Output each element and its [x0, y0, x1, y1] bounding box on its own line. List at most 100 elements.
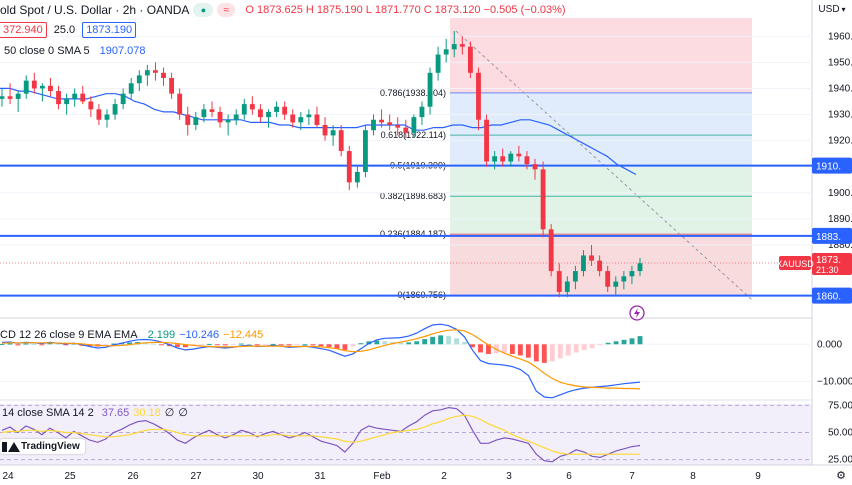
candle-body [330, 130, 336, 136]
candle-body [217, 111, 223, 123]
candle-body [306, 114, 312, 118]
time-tick-label: 25 [64, 471, 76, 482]
candle-body [48, 85, 53, 92]
macd-histogram-bar [565, 344, 571, 356]
candle-body [451, 44, 457, 50]
legend-status-icon[interactable]: ● [193, 3, 214, 17]
macd-histogram-bar [422, 339, 428, 345]
symbol-legend: old Spot / U.S. Dollar · 2h · OANDA ● ≈ … [0, 3, 566, 17]
currency-selector[interactable]: USD ▾ [812, 1, 852, 17]
macd-histogram-bar [7, 343, 13, 345]
macd-histogram-bar [430, 336, 436, 345]
macd-histogram-bar [502, 344, 507, 353]
candle-body [161, 72, 166, 79]
symbol-title[interactable]: old Spot / U.S. Dollar · 2h · OANDA [0, 3, 190, 17]
macd-histogram-bar [222, 344, 228, 346]
rsi-ma-line [1, 414, 640, 455]
low-label: L [365, 4, 372, 16]
countdown-label: 21:30 [816, 265, 839, 275]
macd-histogram-bar [613, 341, 619, 345]
candle-body [362, 130, 368, 172]
candle-body [120, 93, 126, 105]
macd-histogram-bar [23, 343, 29, 345]
candle-body [23, 80, 29, 94]
candle-body [540, 169, 546, 230]
candle-body [476, 72, 481, 120]
macd-histogram-bar [334, 344, 340, 349]
candle-body [209, 109, 215, 112]
macd-histogram-bar [486, 344, 491, 354]
rsi-value: 37.65 [101, 406, 130, 419]
candle-body [371, 119, 376, 131]
rsi-empty-1: ∅ [164, 407, 175, 419]
macd-histogram-bar [159, 344, 164, 346]
chevron-down-icon: ▾ [841, 4, 846, 14]
candle-body [274, 106, 280, 112]
time-tick-label: 6 [566, 471, 572, 482]
candle-body [459, 44, 465, 47]
candle-body [0, 96, 5, 99]
macd-histogram-bar [557, 344, 563, 359]
macd-legend[interactable]: CD 12 26 close 9 EMA EMA 2.199 −10.246 −… [0, 329, 263, 341]
sma-label: 50 close 0 SMA 5 [4, 45, 90, 57]
fib-zone [450, 196, 752, 235]
candle-body [266, 111, 271, 118]
candle-body [532, 164, 538, 170]
candle-body [629, 271, 635, 277]
price-tick-label: 1920.000 [828, 136, 852, 147]
macd-histogram-bar [63, 344, 69, 346]
level-price-tag [812, 157, 852, 174]
trade-buttons: 372.940 25.0 1873.190 [0, 22, 137, 38]
macd-histogram-bar [39, 344, 45, 346]
currency-label: USD [818, 3, 840, 15]
candle-body [258, 109, 263, 118]
rsi-band-background [0, 404, 812, 465]
time-tick-label: 31 [314, 471, 326, 482]
macd-signal-value: −12.445 [223, 329, 264, 341]
macd-histogram-bar [446, 336, 452, 345]
time-tick-label: 7 [629, 471, 635, 482]
level-price-tag-label: 1910. [816, 162, 841, 173]
candle-body [427, 72, 433, 107]
current-price-tag-label: 1873. [816, 255, 841, 266]
macd-histogram-bar [462, 342, 467, 345]
rsi-empty-2: ∅ [178, 407, 188, 419]
candle-body [185, 114, 191, 125]
time-tick-label: 9 [755, 471, 761, 482]
tradingview-logo[interactable]: TradingView [0, 439, 85, 454]
settings-gear-icon[interactable]: ⚙ [836, 469, 846, 482]
candle-body [443, 49, 449, 55]
macd-histogram-bar [278, 344, 284, 346]
rsi-legend[interactable]: 14 close SMA 14 2 37.65 30.18 ∅ ∅ [2, 406, 188, 420]
current-price-tag [812, 252, 852, 275]
macd-histogram-bar [350, 344, 356, 347]
price-tick-label: 1880.000 [828, 240, 852, 251]
legend-wave-icon[interactable]: ≈ [217, 3, 236, 17]
macd-tick-label: 0.000 [817, 339, 842, 350]
sma-legend[interactable]: 50 close 0 SMA 5 1907.078 [4, 45, 146, 57]
level-price-tag-label: 1883. [816, 232, 841, 243]
candle-body [201, 109, 207, 118]
macd-histogram-bar [111, 343, 117, 345]
fib-level-label: 0.786(1938.304) [380, 88, 446, 98]
macd-histogram-bar [206, 343, 212, 345]
sell-button[interactable]: 372.940 [0, 22, 47, 38]
buy-button[interactable]: 1873.190 [82, 22, 137, 38]
macd-label: CD 12 26 close 9 EMA EMA [0, 329, 138, 341]
macd-hist-value: 2.199 [147, 329, 176, 341]
macd-histogram-bar [143, 342, 148, 345]
macd-histogram-bar [238, 343, 244, 345]
macd-histogram-bar [318, 344, 324, 347]
macd-signal-line [1, 329, 641, 390]
candle-body [7, 96, 13, 99]
candle-body [128, 83, 134, 94]
candle-body [290, 114, 296, 123]
macd-histogram-bar [0, 343, 5, 345]
candle-body [31, 80, 37, 89]
macd-histogram-bar [478, 344, 483, 353]
macd-histogram-bar [581, 344, 587, 351]
price-tick-label: 1960.000 [828, 31, 852, 42]
candle-body [136, 75, 142, 84]
macd-histogram-bar [398, 342, 404, 345]
